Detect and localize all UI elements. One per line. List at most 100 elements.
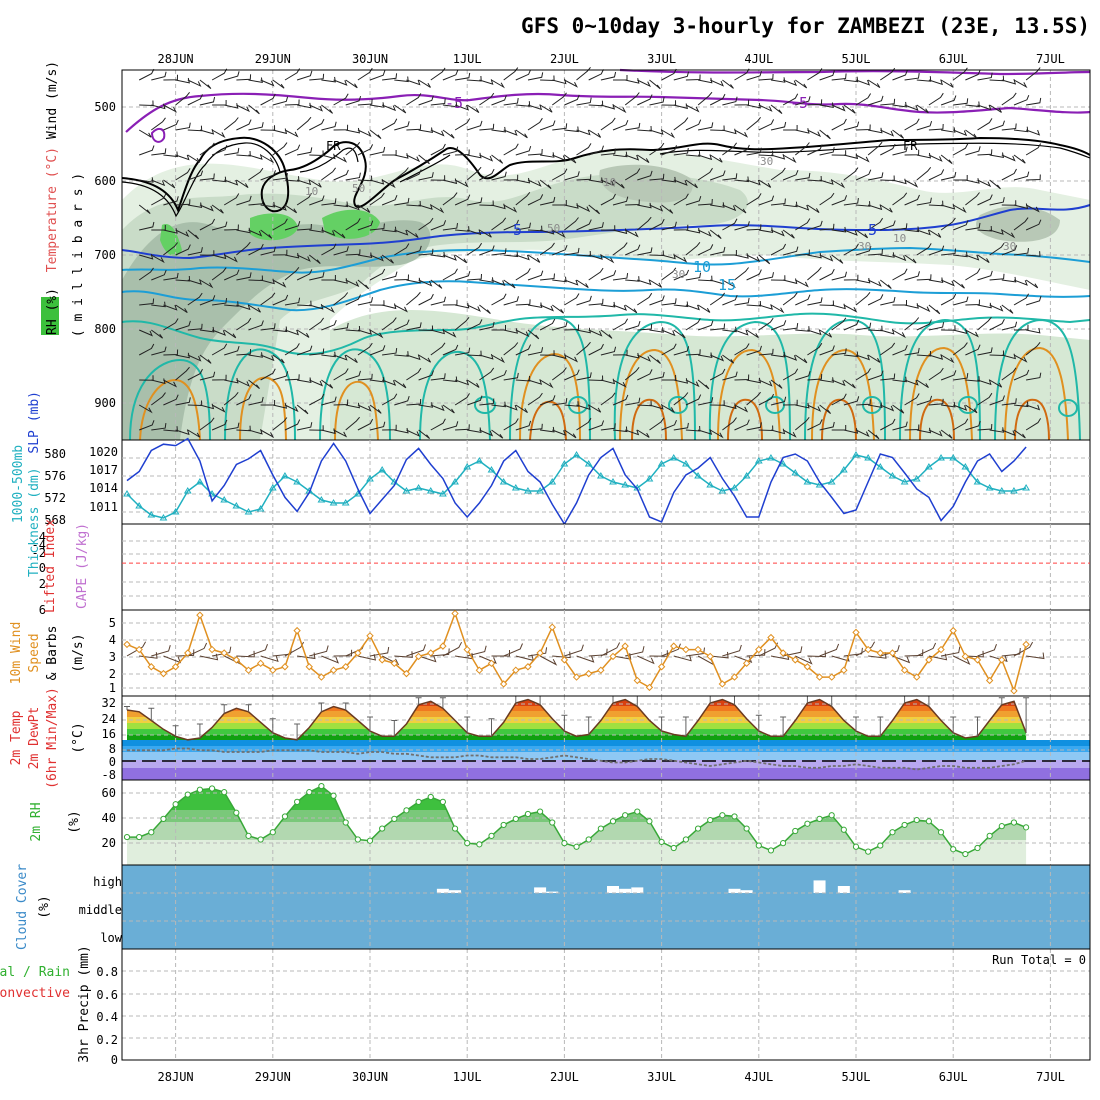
wind-barb xyxy=(284,419,301,431)
wind-barb xyxy=(248,396,264,406)
ytick-label: 16 xyxy=(102,727,116,741)
wind-barb xyxy=(223,391,239,406)
wind-barb xyxy=(309,179,322,188)
ytick-label: 1014 xyxy=(89,481,118,495)
slp-ylabel-2: Thickness (dm) SLP (mb) xyxy=(27,391,42,577)
wind-barb xyxy=(333,292,349,306)
wind-barb xyxy=(807,144,823,156)
wind-barb xyxy=(163,394,179,406)
wind-barb xyxy=(309,271,325,281)
wind-barb xyxy=(357,220,374,231)
wind-barb xyxy=(236,195,252,206)
thickness-point xyxy=(973,478,982,485)
wind-barb xyxy=(807,373,823,381)
wind-barb xyxy=(491,401,506,408)
rh-point xyxy=(950,846,957,853)
precip-ylabel-2: Convective xyxy=(0,986,70,1001)
wind-barb xyxy=(503,129,518,136)
wind-barb xyxy=(855,169,872,181)
wind-barb xyxy=(880,373,896,381)
wind-barb xyxy=(163,74,178,81)
wind-barb xyxy=(260,323,276,331)
wind-barb xyxy=(795,204,810,211)
date-tick-label: 2JUL xyxy=(550,1070,579,1084)
wind-barb xyxy=(345,402,361,409)
cloud-bar-high xyxy=(898,890,911,893)
cape-grid xyxy=(122,524,1090,610)
wind-barb xyxy=(406,644,426,657)
wind-barb xyxy=(466,304,481,312)
wind-barb xyxy=(454,393,470,406)
wind-barb xyxy=(175,320,191,331)
wind-barb xyxy=(770,229,785,237)
wind-barb xyxy=(941,248,956,256)
wind-barb xyxy=(1013,248,1029,256)
wind-barb xyxy=(588,329,603,337)
wind-barb xyxy=(819,254,834,262)
wind-barb xyxy=(612,318,629,331)
wind-barb xyxy=(576,327,591,334)
wind-barb xyxy=(309,393,325,406)
wind-barb xyxy=(794,142,810,156)
wind-speed-point xyxy=(414,652,423,661)
wind-barb xyxy=(467,395,483,406)
wind-barb xyxy=(904,317,920,331)
wind-barb xyxy=(503,67,519,81)
wind-barb xyxy=(600,329,613,339)
rh-point xyxy=(148,829,155,836)
wind-barb xyxy=(612,196,629,206)
wind-barb xyxy=(1001,398,1017,406)
wind-barb xyxy=(637,79,651,88)
wind-barb xyxy=(224,301,239,307)
wind-barb xyxy=(673,301,689,308)
wind-barb xyxy=(612,349,628,356)
wind-barb xyxy=(1025,67,1041,81)
contour-label: 5 xyxy=(868,221,877,239)
wind-barb xyxy=(904,179,919,188)
wind-barb xyxy=(795,279,809,288)
rh-ylabel: 2m RH xyxy=(29,802,44,841)
wind-barb xyxy=(746,224,762,231)
rh2m-panel: 60 40 20 2m RH (%) xyxy=(29,779,1091,866)
wind-barb xyxy=(989,179,1001,190)
wind-barb xyxy=(965,101,980,108)
wind-barb xyxy=(576,341,591,356)
wind-barb xyxy=(977,644,997,657)
wind-barb xyxy=(1013,154,1026,164)
date-tick-label: 30JUN xyxy=(352,52,388,66)
wind-barb xyxy=(600,301,616,308)
wind-barb xyxy=(685,151,701,157)
wind-barb xyxy=(819,377,835,383)
wind-barb xyxy=(430,143,446,156)
wind-barb xyxy=(527,194,544,206)
wind-barb xyxy=(576,372,592,381)
run-total: Run Total = 0 xyxy=(992,953,1086,967)
wind-barb xyxy=(187,354,202,362)
wind-barb xyxy=(710,202,725,208)
wind-barb xyxy=(941,401,956,408)
wind-barb xyxy=(940,429,953,439)
wind-barb xyxy=(795,326,810,332)
thickness-point xyxy=(645,475,654,482)
wind-speed-point xyxy=(354,649,362,657)
wind-barb xyxy=(892,254,907,262)
wind-barb xyxy=(236,179,249,189)
ytick-label: 500 xyxy=(94,100,116,114)
wind-barb xyxy=(539,196,556,206)
wind-barb xyxy=(916,166,932,181)
thickness-point xyxy=(669,454,678,461)
wind-barb xyxy=(1001,168,1017,181)
wind-barb xyxy=(795,294,811,306)
wind-barb xyxy=(479,123,495,131)
wind-barb xyxy=(272,142,288,156)
wind-speed-point xyxy=(366,632,374,640)
temp-contour-25-cells xyxy=(139,346,1069,441)
wind-barb xyxy=(989,197,1005,206)
thickness-point xyxy=(572,451,581,458)
wind-barb xyxy=(1001,304,1014,314)
wind-barb xyxy=(685,394,702,406)
wind-barb xyxy=(928,429,943,437)
precip-ylabel-3: 3hr Precip (mm) xyxy=(77,945,92,1062)
wind-barb xyxy=(685,74,701,81)
wind-barb xyxy=(442,421,459,431)
